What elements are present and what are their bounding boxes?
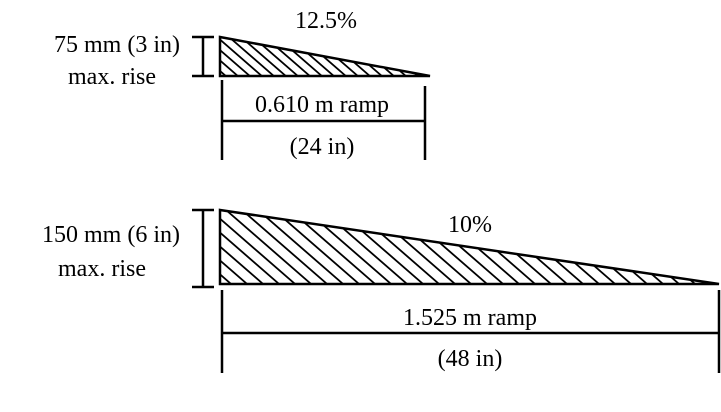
large-ramp-hatch-line	[241, 210, 328, 284]
large-ramp-hatch-line	[529, 210, 616, 284]
large-length-imperial-label: (48 in)	[438, 346, 503, 372]
large-ramp-hatch-line	[369, 210, 456, 284]
large-length-metric-label: 1.525 m ramp	[403, 305, 537, 331]
large-ramp-hatching	[220, 210, 719, 284]
large-ramp-hatch-line	[673, 210, 719, 284]
small-ramp-hatch-line	[420, 37, 430, 76]
small-ramp-hatch-line	[252, 37, 299, 76]
small-ramp-hatch-line	[336, 37, 383, 76]
large-rise-caption: max. rise	[58, 256, 146, 282]
small-ramp-group: 75 mm (3 in) max. rise 12.5% 0.610 m ram…	[54, 8, 431, 160]
large-ramp-hatch-line	[337, 210, 424, 284]
small-ramp-hatch-line	[276, 37, 323, 76]
large-ramp-hatch-line	[321, 210, 408, 284]
large-ramp-hatch-line	[220, 210, 248, 284]
large-ramp-hatch-line	[513, 210, 600, 284]
small-ramp-hatch-line	[220, 37, 251, 76]
small-ramp-hatch-line	[408, 37, 430, 76]
large-ramp-hatch-line	[273, 210, 360, 284]
large-ramp-hatch-line	[657, 210, 719, 284]
large-ramp-triangle	[218, 208, 720, 286]
large-ramp-hatch-line	[497, 210, 584, 284]
large-ramp-hatch-line	[225, 210, 312, 284]
small-ramp-hatch-line	[220, 37, 239, 76]
large-rise-label: 150 mm (6 in)	[42, 222, 180, 248]
large-ramp-hatch-line	[705, 210, 719, 284]
large-slope-label: 10%	[448, 212, 492, 238]
small-ramp-hatch-line	[348, 37, 395, 76]
large-ramp-group: 150 mm (6 in) max. rise 10% 1.525 m ramp…	[42, 208, 721, 373]
large-ramp-hatch-line	[481, 210, 568, 284]
small-ramp-hatch-line	[264, 37, 311, 76]
large-ramp-hatch-line	[545, 210, 632, 284]
small-ramp-triangle	[218, 35, 431, 78]
small-ramp-hatch-line	[228, 37, 275, 76]
small-rise-label: 75 mm (3 in)	[54, 32, 180, 58]
large-ramp-hatch-line	[220, 210, 280, 284]
small-rise-caption: max. rise	[68, 64, 156, 90]
small-ramp-hatch-line	[220, 37, 263, 76]
large-ramp-hatch-line	[257, 210, 344, 284]
large-ramp-hatch-line	[689, 210, 719, 284]
small-length-imperial-label: (24 in)	[290, 134, 355, 160]
large-ramp-hatch-line	[641, 210, 719, 284]
small-slope-label: 12.5%	[295, 8, 357, 34]
small-length-metric-label: 0.610 m ramp	[255, 92, 389, 118]
large-ramp-hatch-line	[353, 210, 440, 284]
large-ramp-hatch-line	[561, 210, 648, 284]
large-ramp-hatch-line	[305, 210, 392, 284]
large-ramp-hatch-line	[220, 210, 296, 284]
